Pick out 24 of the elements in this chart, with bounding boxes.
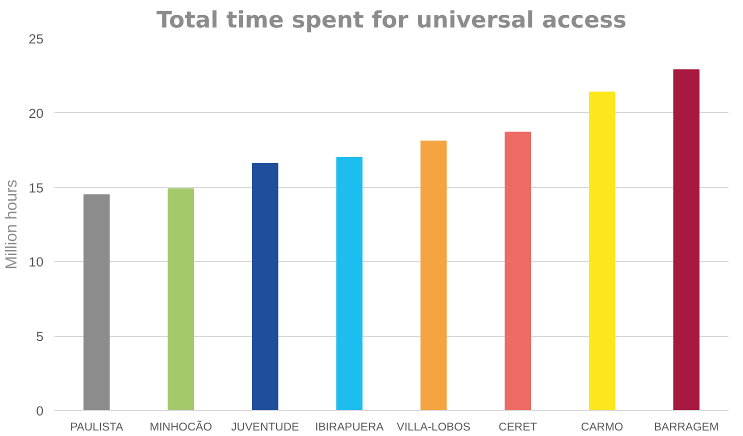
y-tick-label: 10: [28, 254, 44, 270]
x-tick-label: PAULISTA: [70, 422, 124, 434]
bar: [336, 157, 363, 410]
y-tick-label: 25: [28, 32, 44, 46]
x-tick-label: BARRAGEM: [654, 422, 719, 434]
bar: [420, 140, 447, 410]
x-tick-label: CERET: [498, 422, 538, 434]
chart-title: Total time spent for universal access: [156, 8, 626, 34]
bar: [252, 162, 278, 410]
bar: [83, 194, 110, 410]
bar: [673, 69, 700, 410]
bar: [168, 188, 194, 410]
bar: [504, 132, 532, 410]
y-tick-label: 15: [28, 180, 44, 196]
y-axis-title: Million hours: [4, 180, 21, 270]
y-tick-label: 0: [36, 404, 44, 418]
y-tick-label: 5: [36, 329, 44, 344]
x-tick-label: JUVENTUDE: [231, 422, 300, 434]
bar: [588, 92, 616, 410]
x-tick-label: VILLA-LOBOS: [396, 422, 471, 434]
x-tick-label: IBIRAPUERA: [315, 422, 384, 434]
x-tick-label: CARMO: [581, 422, 624, 434]
x-tick-label: MINHOCÃO: [150, 420, 212, 434]
y-tick-label: 20: [28, 106, 44, 121]
